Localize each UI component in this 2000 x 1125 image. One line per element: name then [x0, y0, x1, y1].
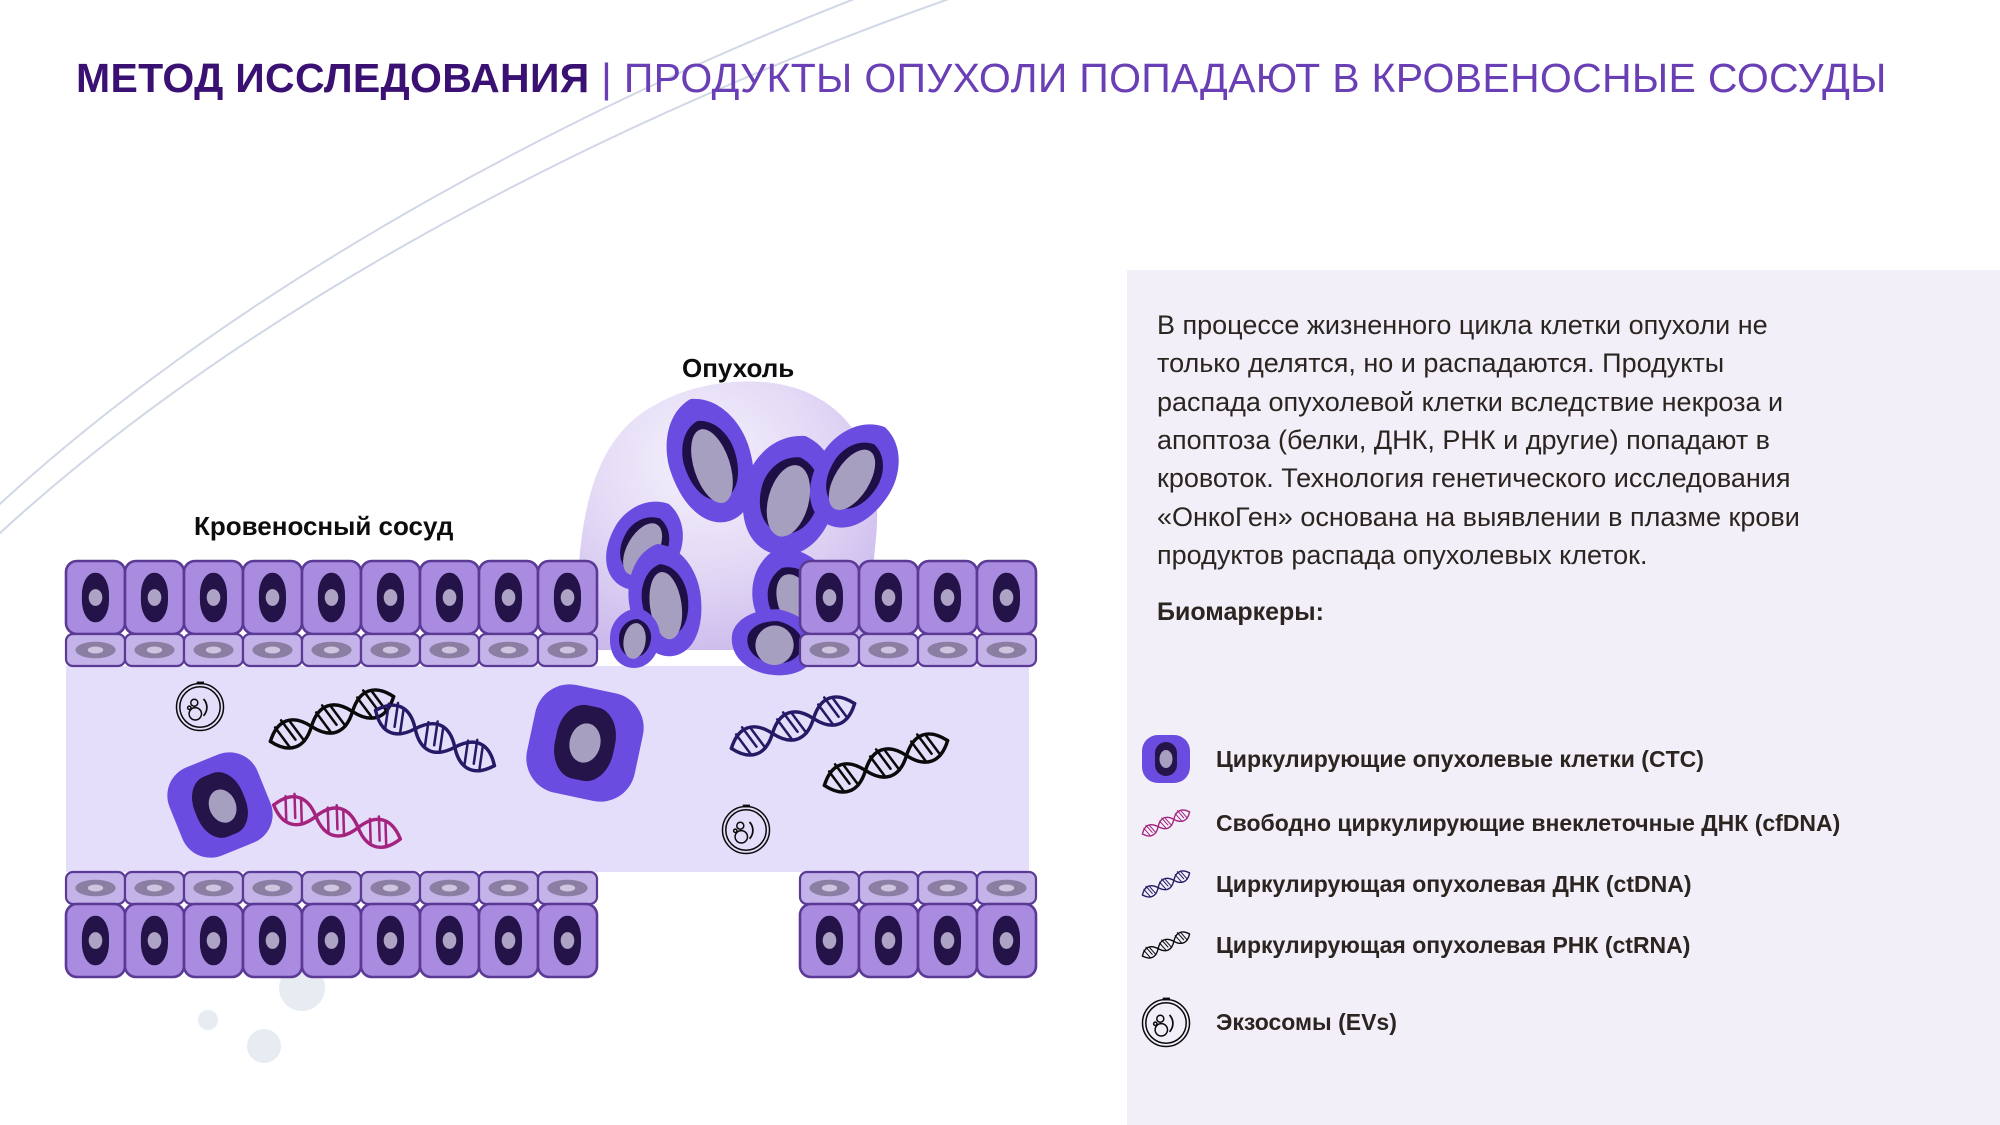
svg-text:Опухоль: Опухоль: [682, 353, 794, 383]
svg-text:Кровеносный сосуд: Кровеносный сосуд: [194, 511, 454, 541]
